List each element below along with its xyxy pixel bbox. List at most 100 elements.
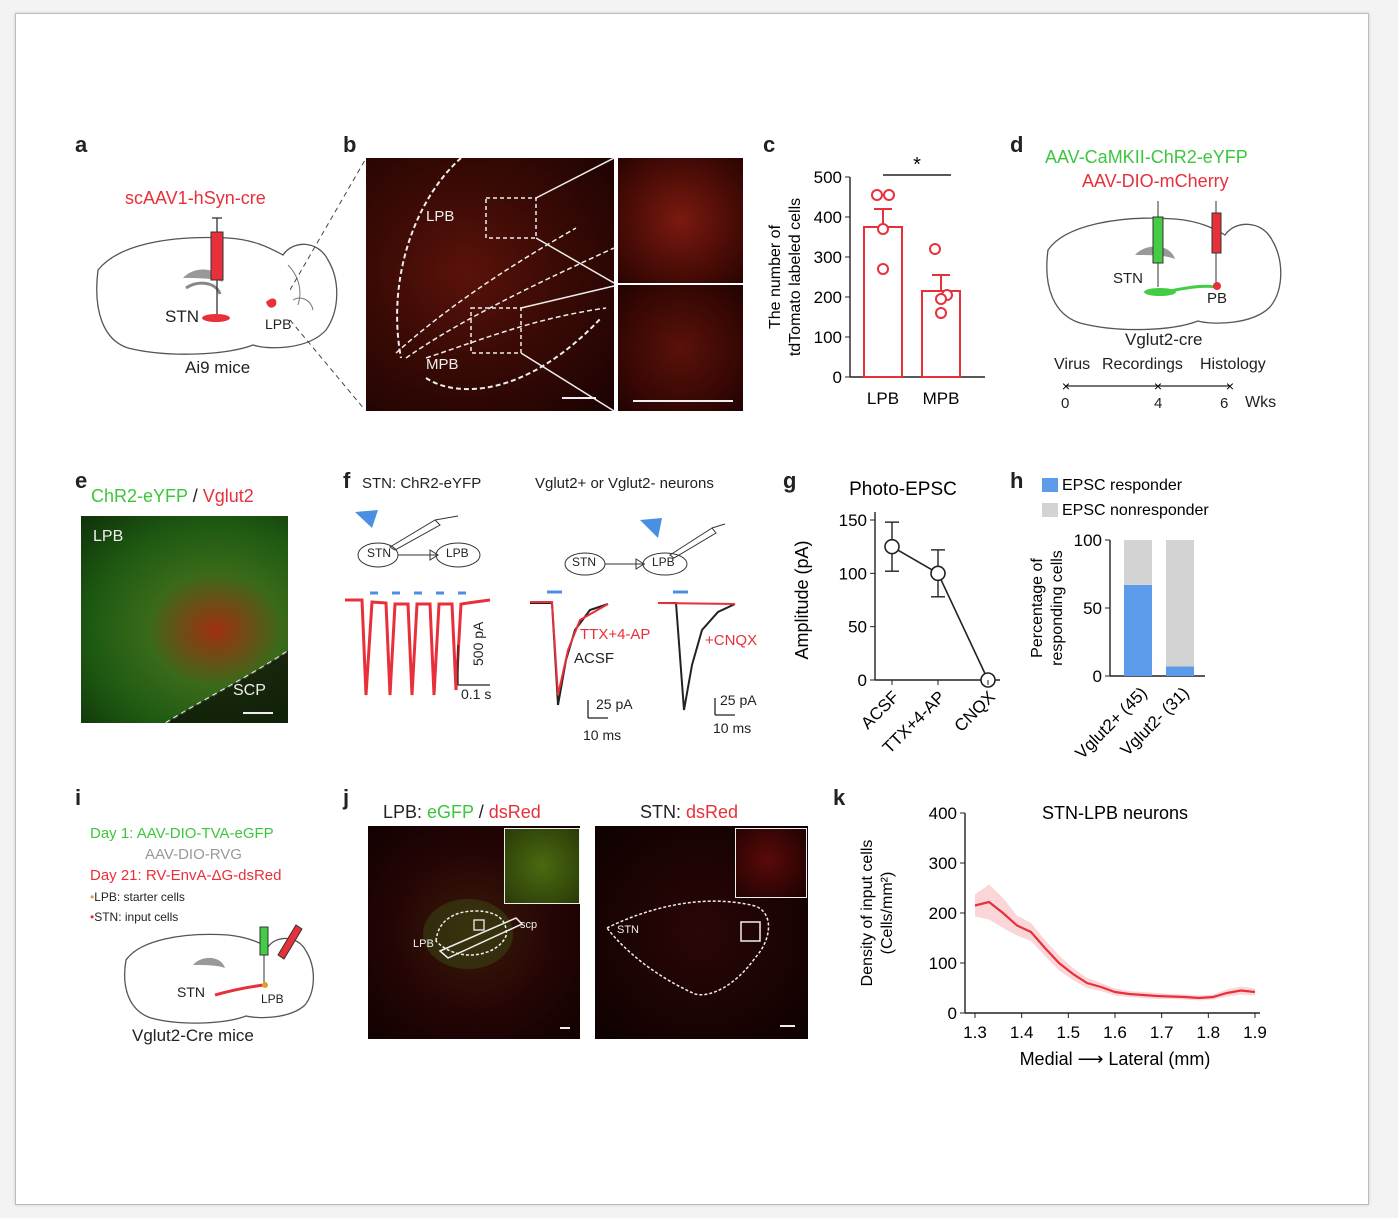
panel-j-lpb-inset bbox=[504, 828, 580, 904]
panel-j-stn-text: STN bbox=[617, 924, 639, 936]
c-xtick-label: LPB bbox=[867, 389, 899, 408]
c-ylabel2: tdTomato labeled cells bbox=[787, 198, 804, 356]
g-ylabel: Amplitude (pA) bbox=[792, 540, 812, 659]
panel-i-label: i bbox=[75, 785, 82, 810]
h-ytick-label: 0 bbox=[1093, 667, 1102, 686]
g-ytick-label: 100 bbox=[839, 564, 867, 583]
panel-b-scalebar bbox=[633, 400, 733, 402]
panel-d-mice: Vglut2-cre bbox=[1125, 330, 1203, 349]
panel-i-input: •STN: input cells bbox=[90, 910, 179, 924]
panel-j-label: j bbox=[343, 785, 350, 810]
k-line bbox=[974, 900, 1256, 1000]
panel-f-scale-y3: 25 pA bbox=[720, 692, 757, 708]
panel-h-chart: EPSC responder EPSC nonresponder 0 50 100 Per… bbox=[1029, 477, 1209, 763]
k-xtick-label: 1.5 bbox=[1057, 1023, 1081, 1042]
panel-a-mice: Ai9 mice bbox=[185, 358, 251, 377]
k-ytick-label: 0 bbox=[948, 1004, 957, 1023]
panel-j-title2: STN: dsRed bbox=[640, 802, 738, 823]
panel-f-light-icon-1 bbox=[355, 510, 378, 528]
h-bar bbox=[1166, 540, 1194, 667]
h-legend-swatch bbox=[1042, 478, 1058, 492]
k-error-band bbox=[975, 884, 1255, 1001]
panel-j-stn-image: STN bbox=[595, 826, 808, 1039]
panel-e-title: ChR2-eYFP / Vglut2 bbox=[91, 486, 254, 507]
h-legend-label: EPSC nonresponder bbox=[1062, 502, 1209, 519]
k-ytick-label: 200 bbox=[929, 904, 957, 923]
panel-e-lpb: LPB bbox=[93, 528, 124, 545]
g-ytick-label: 50 bbox=[848, 618, 867, 637]
panel-d-virus1: AAV-CaMKII-ChR2-eYFP bbox=[1045, 147, 1248, 167]
panel-i-day1: Day 1: AAV-DIO-TVA-eGFP bbox=[90, 825, 274, 842]
k-xtick-label: 1.3 bbox=[963, 1023, 987, 1042]
panel-c-chart: 0 100 200 300 400 500 The number of tdTomato la… bbox=[767, 154, 985, 408]
panel-h-label: h bbox=[1010, 468, 1024, 493]
panel-a-stn: STN bbox=[165, 307, 199, 326]
c-point bbox=[935, 307, 947, 319]
panel-a-brain-schematic bbox=[96, 217, 338, 355]
g-ytick-label: 150 bbox=[839, 511, 867, 530]
panel-f-scale-y2: 25 pA bbox=[596, 696, 633, 712]
panel-f-scale-x2: 10 ms bbox=[583, 727, 622, 743]
g-point bbox=[884, 538, 900, 555]
c-ytick-label: 200 bbox=[814, 288, 842, 307]
k-xtick-label: 1.8 bbox=[1197, 1023, 1221, 1042]
h-bar bbox=[1166, 666, 1194, 676]
panel-e-image: LPB SCP bbox=[81, 516, 288, 723]
c-point bbox=[883, 189, 895, 201]
panel-a-label: a bbox=[75, 132, 88, 157]
h-ylabel2: responding cells bbox=[1049, 550, 1066, 666]
k-ylabel: Density of input cells bbox=[859, 840, 876, 987]
panel-j-lpb-text: LPB bbox=[413, 938, 434, 950]
k-xtick-label: 1.7 bbox=[1150, 1023, 1174, 1042]
c-ylabel: The number of bbox=[767, 224, 784, 329]
panel-d-tl-virus: Virus bbox=[1054, 356, 1091, 373]
panel-f-scale-x1: 0.1 s bbox=[461, 686, 492, 702]
h-ylabel: Percentage of bbox=[1029, 558, 1046, 658]
panel-d-tick-4: 4 bbox=[1154, 395, 1163, 412]
k-ytick-label: 400 bbox=[929, 804, 957, 823]
panel-d-tl-recordings: Recordings bbox=[1102, 356, 1183, 373]
panel-d-virus2: AAV-DIO-mCherry bbox=[1082, 171, 1229, 191]
panel-d-tl-histology: Histology bbox=[1200, 356, 1266, 373]
k-xtick-label: 1.9 bbox=[1243, 1023, 1267, 1042]
panel-j-title1-green: eGFP bbox=[427, 802, 474, 822]
c-ytick-label: 300 bbox=[814, 248, 842, 267]
c-point bbox=[877, 263, 889, 275]
panel-d-unit: Wks bbox=[1245, 394, 1277, 411]
panel-k-chart: STN-LPB neurons 0 100 200 300 400 1.3 1.4 1.5 1.6… bbox=[859, 803, 1267, 1069]
panel-k-label: k bbox=[833, 785, 846, 810]
panel-f-light-icon-2 bbox=[640, 518, 662, 538]
panel-e-title-sep: / bbox=[187, 486, 203, 506]
panel-j-lpb-image: LPB scp bbox=[368, 826, 580, 1039]
h-legend-label: EPSC responder bbox=[1062, 477, 1183, 494]
panel-i-starter: •LPB: starter cells bbox=[90, 890, 185, 904]
panel-i-brain-schematic bbox=[124, 924, 315, 1024]
k-title: STN-LPB neurons bbox=[1042, 803, 1188, 823]
c-ytick-label: 500 bbox=[814, 168, 842, 187]
panel-f-ttx: TTX+4-AP bbox=[580, 626, 651, 643]
panel-i-stn: STN bbox=[177, 984, 205, 1000]
panel-f-lpb-right: LPB bbox=[652, 555, 675, 569]
c-point bbox=[871, 189, 883, 201]
svg-text:×: × bbox=[1154, 378, 1162, 394]
panel-j-scp-text: scp bbox=[520, 919, 538, 931]
panel-d-timeline-axis: × × × bbox=[1062, 378, 1234, 394]
h-legend-swatch bbox=[1042, 503, 1058, 517]
panel-a-virus: scAAV1-hSyn-cre bbox=[125, 188, 266, 208]
panel-d-brain-schematic bbox=[1046, 201, 1282, 331]
svg-text:×: × bbox=[1062, 378, 1070, 394]
panel-f-title2: Vglut2+ or Vglut2- neurons bbox=[535, 475, 714, 492]
panel-j-title1-sep: / bbox=[473, 802, 489, 822]
panel-a-zoom-lines bbox=[290, 159, 366, 411]
panel-e-title-red: Vglut2 bbox=[202, 486, 254, 506]
panel-j-stn-inset bbox=[735, 828, 807, 898]
panel-b-lpb: LPB bbox=[426, 208, 455, 225]
g-ytick-label: 0 bbox=[858, 671, 867, 690]
panel-f-traces bbox=[345, 510, 736, 719]
panel-f-cnqx: +CNQX bbox=[705, 632, 758, 649]
panel-b-main-image: LPB MPB bbox=[366, 158, 614, 411]
panel-d-pb: PB bbox=[1207, 290, 1228, 307]
c-point bbox=[929, 243, 941, 255]
panel-i-day21: Day 21: RV-EnvA-ΔG-dsRed bbox=[90, 867, 282, 884]
